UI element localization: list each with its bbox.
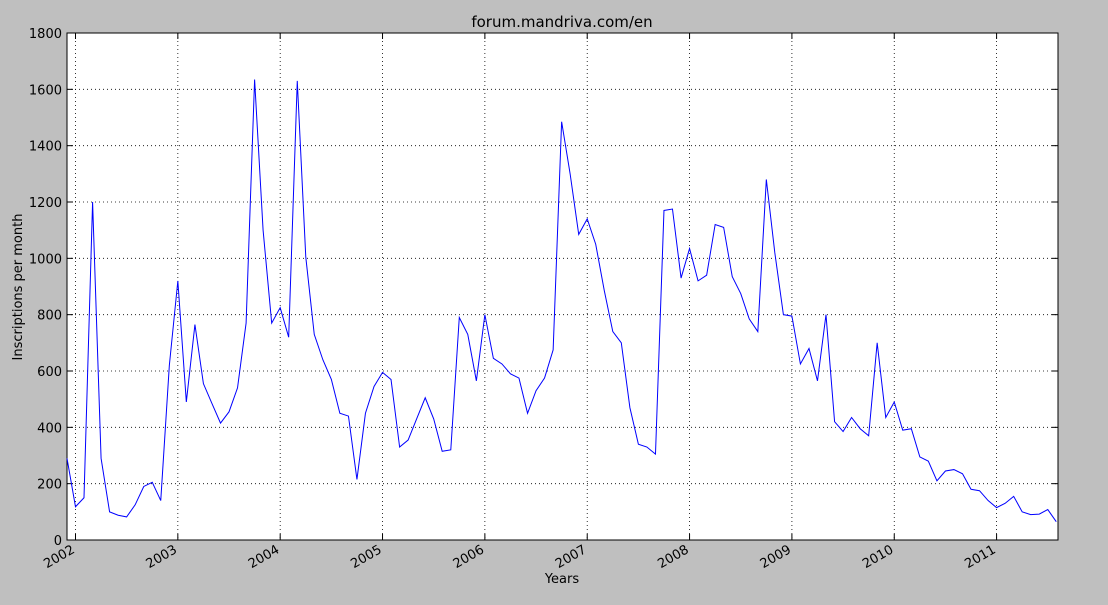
y-axis-label: Inscriptions per month bbox=[11, 214, 26, 361]
y-tick-label: 1800 bbox=[29, 27, 62, 42]
x-tick-label: 2008 bbox=[655, 542, 691, 572]
x-tick-label: 2004 bbox=[246, 542, 282, 572]
y-tick-label: 1000 bbox=[29, 252, 62, 267]
y-tick-label: 400 bbox=[37, 421, 62, 436]
y-tick-label: 1600 bbox=[29, 83, 62, 98]
x-tick-label: 2007 bbox=[553, 542, 589, 572]
y-tick-label: 800 bbox=[37, 309, 62, 324]
x-tick-label: 2003 bbox=[144, 542, 180, 572]
y-tick-label: 0 bbox=[54, 534, 62, 549]
x-tick-label: 2006 bbox=[451, 542, 487, 572]
y-tick-label: 200 bbox=[37, 478, 62, 493]
y-tick-label: 600 bbox=[37, 365, 62, 380]
plot-area bbox=[66, 32, 1059, 541]
data-line bbox=[66, 79, 1057, 522]
x-tick-label: 2011 bbox=[962, 542, 998, 572]
chart-title: forum.mandriva.com/en bbox=[471, 13, 652, 31]
y-tick-label: 1400 bbox=[29, 140, 62, 155]
x-tick-label: 2005 bbox=[348, 542, 384, 572]
y-tick-label: 1200 bbox=[29, 196, 62, 211]
x-axis-label: Years bbox=[544, 572, 580, 587]
x-tick-label: 2010 bbox=[860, 542, 896, 572]
x-tick-label: 2009 bbox=[758, 542, 794, 572]
